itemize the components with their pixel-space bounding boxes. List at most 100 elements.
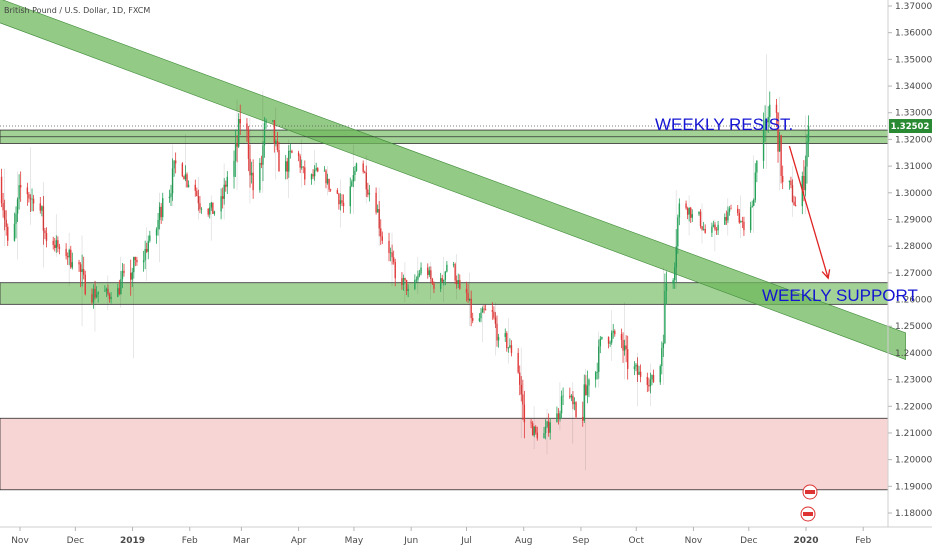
candle-body: [329, 189, 332, 191]
candle-body: [289, 150, 292, 152]
candle-body: [491, 310, 494, 312]
time-tick-label: Apr: [291, 536, 307, 546]
candle-body: [756, 160, 758, 173]
candle-body: [504, 333, 506, 337]
candle-body: [749, 207, 752, 231]
candle-body: [724, 217, 726, 225]
candle-body: [741, 221, 744, 222]
candle-body: [544, 426, 547, 434]
candle-body: [16, 199, 19, 214]
candle-body: [519, 372, 521, 385]
price-tick-label: 1.20000: [895, 456, 932, 466]
price-tick-label: 1.36000: [895, 29, 932, 39]
candle-body: [465, 288, 468, 293]
candle-body: [530, 422, 532, 424]
price-tick-label: 1.26000: [895, 296, 932, 306]
candle-body: [252, 172, 254, 191]
candle-body: [65, 248, 67, 257]
candle-body: [480, 312, 482, 319]
candle-body: [778, 135, 781, 152]
candle-body: [19, 185, 22, 188]
candle-body: [562, 395, 564, 397]
candle-body: [649, 379, 652, 387]
candle-body: [79, 264, 82, 273]
price-tick-label: 1.27000: [895, 269, 932, 279]
candle-body: [688, 207, 690, 215]
candle-body: [803, 175, 805, 191]
candle-body: [686, 208, 689, 215]
candle-body: [209, 207, 211, 215]
candle-body: [661, 348, 663, 367]
candle-body: [454, 264, 456, 281]
chart-title: British Pound / U.S. Dollar, 1D, FXCM: [4, 6, 150, 15]
candle-body: [288, 150, 290, 172]
candle-body: [260, 162, 263, 165]
zones-layer: [0, 129, 889, 491]
candle-body: [97, 291, 99, 295]
candle-body: [368, 192, 371, 195]
candle-body: [509, 345, 511, 348]
candle-body: [158, 206, 161, 221]
candle-body: [325, 170, 327, 184]
time-tick-label: Oct: [628, 536, 644, 546]
price-tick-label: 1.18000: [895, 509, 932, 519]
price-tick-label: 1.19000: [895, 482, 932, 492]
weekly-resistance-label: WEEKLY RESIST.: [655, 115, 793, 134]
price-tick-label: 1.24000: [895, 349, 932, 359]
candle-body: [470, 298, 472, 319]
candle-body: [71, 262, 74, 268]
candle-body: [323, 170, 326, 172]
candle-body: [226, 176, 229, 187]
candle-body: [767, 117, 769, 123]
candle-body: [481, 308, 484, 313]
candle-body: [299, 156, 301, 168]
candle-body: [560, 396, 563, 414]
candle-body: [5, 219, 7, 227]
candle-body: [315, 168, 317, 171]
candle-body: [677, 217, 679, 247]
forecast-arrow: [788, 145, 829, 279]
candle-body: [121, 270, 124, 280]
candle-body: [652, 374, 655, 383]
price-axis: 1.37000 1.36000 1.35000 1.34000 1.33000 1.320…: [888, 2, 932, 519]
candle-body: [510, 345, 513, 353]
candle-body: [699, 211, 702, 227]
candle-body: [0, 176, 3, 204]
candle-body: [698, 211, 700, 215]
candle-body: [725, 217, 728, 221]
candle-body: [278, 150, 280, 172]
candle-body: [107, 288, 109, 294]
time-tick-label: 2020: [793, 536, 818, 546]
candle-body: [807, 126, 810, 142]
price-lines-layer: [0, 125, 888, 138]
time-tick-label: Mar: [233, 536, 250, 546]
candle-body: [614, 330, 616, 335]
candles-layer: [0, 54, 810, 471]
candle-body: [317, 168, 319, 172]
candle-body: [355, 163, 358, 171]
candle-body: [743, 221, 745, 231]
candle-body: [39, 203, 41, 211]
candle-body: [13, 223, 16, 241]
candle-body: [68, 249, 70, 258]
candle-body: [284, 161, 287, 172]
candle-body: [439, 278, 442, 289]
candle-body: [572, 395, 574, 405]
candle-body: [310, 174, 313, 180]
candle-body: [199, 203, 201, 210]
candle-body: [144, 249, 146, 261]
candle-body: [441, 278, 443, 282]
candle-body: [730, 208, 732, 210]
event-flag-stripe: [805, 490, 815, 494]
candle-body: [428, 270, 431, 275]
candle-body: [162, 198, 164, 218]
candle-body: [197, 195, 200, 204]
candle-body: [275, 141, 277, 144]
candle-body: [586, 385, 589, 396]
candle-body: [92, 288, 95, 303]
candle-body: [291, 150, 293, 153]
candle-body: [146, 249, 148, 252]
candle-body: [54, 244, 56, 249]
candle-body: [711, 226, 713, 233]
